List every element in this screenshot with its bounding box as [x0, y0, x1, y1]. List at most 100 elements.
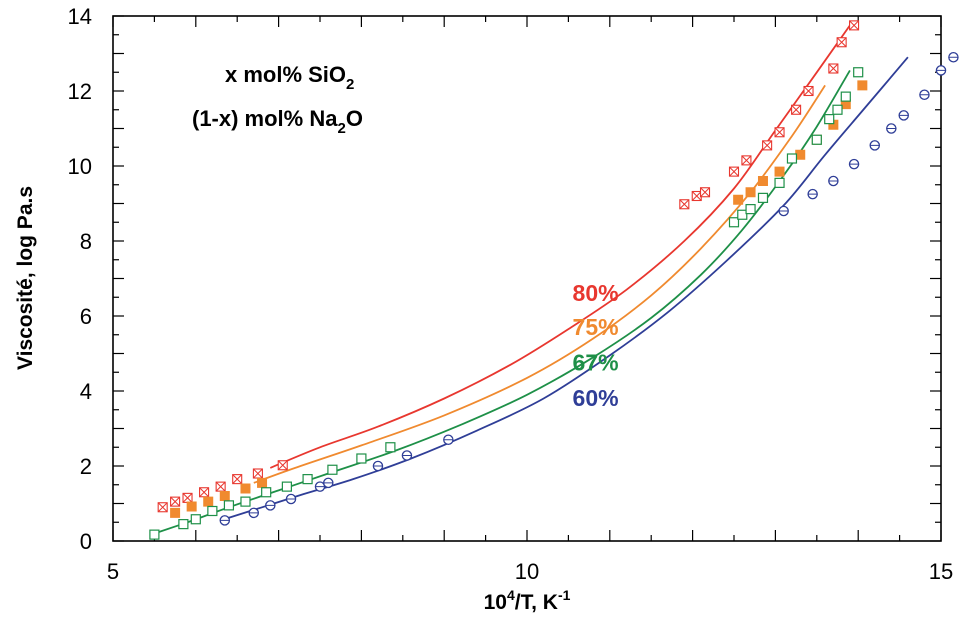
series-80-point — [277, 460, 288, 471]
series-67-point — [327, 464, 338, 475]
series-75-point — [240, 483, 251, 494]
series-60-point — [219, 515, 231, 526]
series-75-point — [733, 194, 744, 205]
series-60-point — [778, 205, 789, 217]
data-markers — [149, 20, 959, 540]
series-80-point — [679, 199, 690, 210]
x-axis-title: 104/T, K-1 — [484, 587, 571, 614]
axis-tick-labels: 5 10 15 0 2 4 6 8 10 12 14 — [68, 4, 954, 584]
series-80-point — [215, 481, 226, 492]
y-tick-label: 10 — [68, 154, 92, 179]
series-60-point — [948, 52, 959, 63]
series-67-point — [356, 453, 367, 464]
series-67-point — [281, 481, 292, 492]
series-67-point — [745, 204, 756, 215]
series-60-point — [919, 89, 930, 101]
series-67-label: 67% — [573, 349, 619, 375]
series-75-point — [745, 187, 756, 198]
y-axis-title: Viscosité, log Pa.s — [14, 186, 37, 370]
series-75-point — [186, 501, 197, 512]
series-80-point — [157, 502, 168, 513]
series-75-point — [203, 496, 214, 507]
series-80-point — [199, 487, 210, 498]
series-67-point — [786, 153, 798, 164]
series-60-point — [372, 460, 384, 472]
series-67-point — [757, 192, 769, 203]
series-75-point — [774, 166, 785, 177]
series-67-point — [385, 442, 396, 453]
y-tick-label: 8 — [80, 229, 92, 254]
series-80-label: 80% — [573, 280, 619, 306]
series-75-curve — [253, 84, 826, 484]
series-67-point — [149, 529, 160, 540]
series-60-point — [265, 500, 276, 511]
series-67-point — [302, 474, 313, 485]
series-75-point — [219, 491, 230, 501]
series-75-label: 75% — [573, 314, 619, 340]
series-75-point — [857, 80, 868, 91]
series-80-curve — [269, 24, 851, 469]
series-60-point — [314, 481, 326, 492]
series-60-point — [401, 450, 413, 461]
series-60-point — [285, 493, 297, 505]
series-75-point — [795, 149, 806, 160]
series-75-point — [170, 507, 181, 518]
series-80-point — [849, 20, 860, 31]
series-80-point — [182, 492, 193, 503]
series-60-point — [807, 188, 818, 200]
series-80-point — [699, 187, 711, 198]
series-67-point — [840, 91, 851, 102]
series-67-point — [832, 104, 843, 115]
x-tick-label: 5 — [107, 559, 119, 584]
series-80-point — [232, 474, 243, 485]
series-60-point — [848, 158, 860, 170]
series-67-point — [824, 114, 835, 125]
series-80-point — [828, 63, 839, 74]
y-tick-label: 14 — [68, 4, 92, 29]
plot-area — [112, 15, 942, 542]
series-80-point — [791, 104, 802, 115]
series-80-point — [762, 140, 773, 151]
series-60-point — [828, 175, 839, 187]
series-67-point — [728, 217, 740, 228]
series-labels: 80% 75% 67% 60% — [573, 280, 619, 411]
series-60-point — [935, 65, 947, 76]
x-tick-label: 10 — [515, 559, 539, 584]
fit-curves — [154, 24, 909, 535]
plot-frame — [112, 15, 942, 542]
series-60-point — [869, 140, 881, 151]
series-75-point — [257, 477, 268, 488]
series-67-point — [737, 209, 748, 220]
series-75-point — [757, 176, 768, 186]
series-60-point — [443, 434, 454, 445]
series-60-curve — [220, 56, 909, 522]
series-67-curve — [154, 69, 851, 535]
series-67-point — [223, 500, 235, 511]
series-67-point — [240, 496, 251, 507]
y-tick-label: 0 — [80, 529, 92, 554]
series-60-label: 60% — [573, 385, 619, 411]
series-60-point — [886, 123, 897, 134]
y-tick-label: 6 — [80, 304, 92, 329]
series-67-point — [853, 67, 864, 78]
composition-line-sio2: x mol% SiO2 — [225, 62, 354, 93]
series-67-point — [261, 487, 272, 498]
series-80-point — [691, 190, 702, 202]
axis-ticks — [112, 15, 942, 542]
x-tick-label: 15 — [929, 559, 953, 584]
series-80-point — [252, 468, 263, 479]
y-tick-label: 12 — [68, 79, 92, 104]
series-67-point — [811, 134, 822, 145]
y-tick-label: 4 — [80, 379, 92, 404]
series-80-point — [741, 155, 752, 166]
series-80-point — [803, 85, 814, 97]
series-60-point — [898, 110, 909, 121]
series-80-point — [836, 37, 847, 48]
y-tick-label: 2 — [80, 454, 92, 479]
series-67-point — [178, 519, 189, 530]
composition-line-na2o: (1-x) mol% Na2O — [192, 106, 363, 137]
series-67-point — [207, 505, 218, 517]
series-80-point — [774, 127, 785, 138]
series-67-point — [774, 177, 785, 188]
